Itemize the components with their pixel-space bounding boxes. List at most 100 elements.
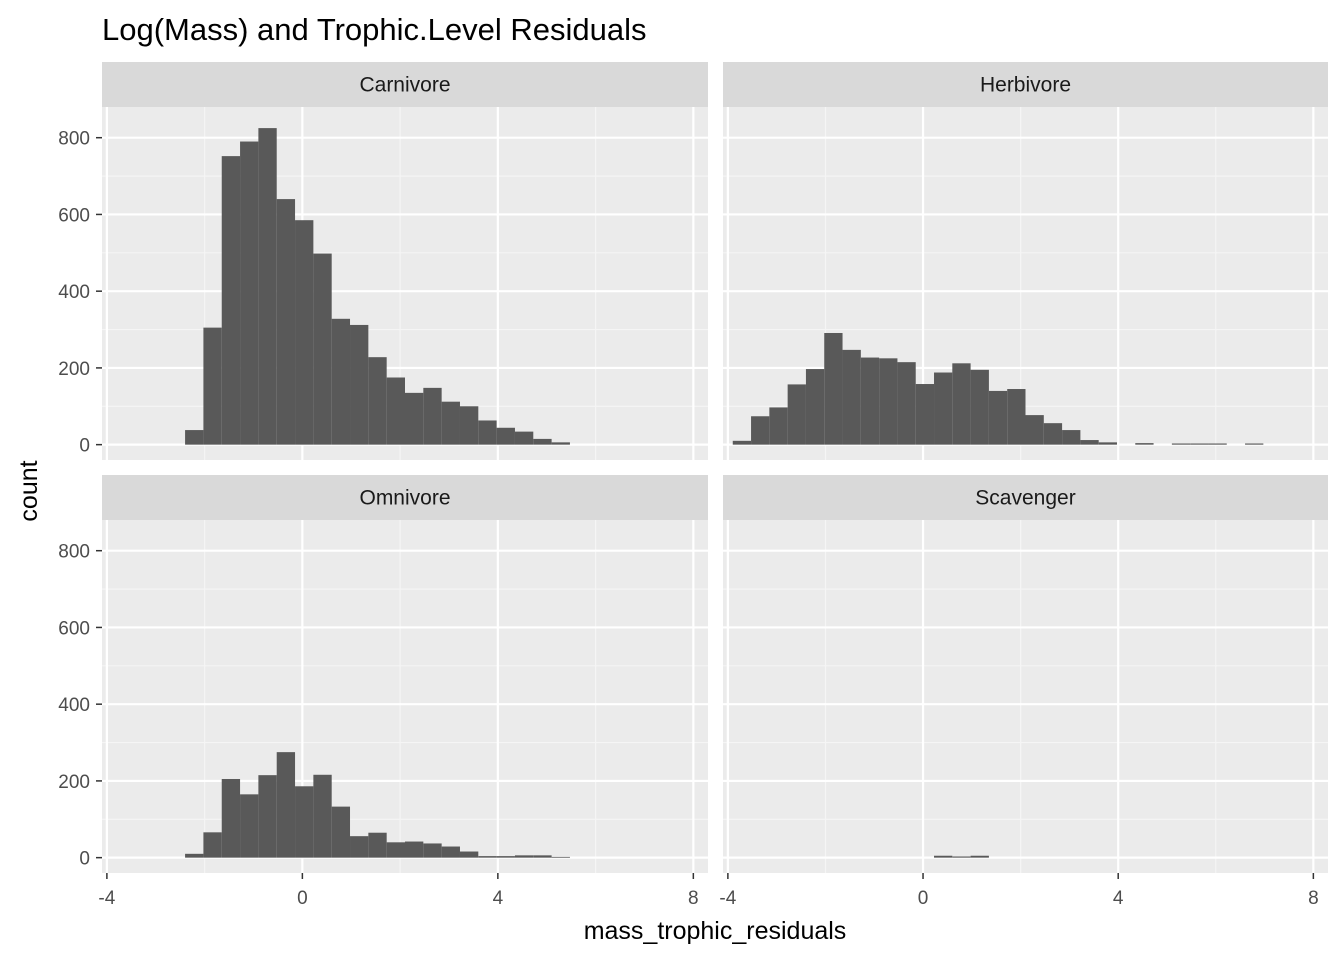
histogram-bar	[313, 253, 332, 445]
histogram-bar	[203, 832, 222, 858]
histogram-bar	[496, 427, 515, 445]
histogram-bar	[441, 401, 460, 445]
facet-strip-label: Scavenger	[975, 487, 1075, 510]
histogram-bar	[405, 841, 424, 858]
histogram-bar	[386, 377, 405, 445]
histogram-bar	[350, 324, 369, 445]
histogram-bar	[331, 318, 351, 445]
histogram-bar	[1171, 443, 1191, 445]
histogram-bar	[441, 846, 460, 858]
histogram-bar	[240, 141, 259, 445]
x-tick-label: 4	[493, 888, 504, 909]
histogram-bar	[313, 774, 332, 858]
histogram-bar	[824, 332, 843, 445]
facet-strip-label: Omnivore	[359, 487, 450, 510]
y-tick-label: 800	[58, 542, 90, 563]
histogram-bar	[478, 856, 497, 858]
histogram-bar	[787, 384, 806, 445]
facet-strip	[723, 62, 1328, 107]
histogram-bar	[185, 853, 204, 858]
histogram-bar	[934, 372, 953, 445]
histogram-bar	[1080, 440, 1099, 445]
y-axis: 0 200 400 600 800 0 200 400 600 800	[58, 129, 102, 870]
histogram-bar	[551, 442, 570, 445]
histogram-bar	[1098, 442, 1117, 445]
histogram-bar	[258, 775, 277, 858]
histogram-bar	[368, 357, 387, 445]
histogram-bar	[897, 362, 916, 445]
histogram-bar	[185, 430, 204, 445]
panel-background	[102, 520, 708, 873]
histogram-bar	[1062, 430, 1081, 445]
y-tick-label: 400	[58, 695, 90, 716]
histogram-bar	[1025, 415, 1044, 445]
histogram-bar	[952, 363, 971, 445]
histogram-bar	[988, 390, 1008, 445]
histogram-bar	[1043, 423, 1063, 445]
facet-omnivore: Omnivore	[102, 475, 708, 873]
facet-strip	[723, 475, 1328, 520]
histogram-bar	[970, 855, 989, 858]
facet-strip-label: Carnivore	[359, 74, 450, 97]
chart-title: Log(Mass) and Trophic.Level Residuals	[102, 12, 647, 47]
histogram-bar	[551, 856, 570, 858]
histogram-bar	[1190, 443, 1209, 445]
histogram-bar	[276, 752, 296, 858]
facet-strip	[102, 475, 708, 520]
x-tick-label: 8	[1308, 888, 1319, 909]
y-axis-title: count	[15, 460, 43, 521]
y-tick-label: 200	[58, 359, 90, 380]
histogram-bar	[1135, 443, 1154, 445]
histogram-bar	[934, 855, 953, 858]
y-tick-label: 0	[79, 436, 90, 457]
histogram-bar	[970, 369, 989, 445]
facet-strip-label: Herbivore	[980, 74, 1071, 97]
histogram-bar	[240, 794, 259, 858]
panel-background	[723, 520, 1328, 873]
x-tick-label: -4	[719, 888, 736, 909]
x-tick-label: 0	[918, 888, 929, 909]
histogram-bar	[533, 855, 552, 858]
histogram-bar	[533, 438, 552, 445]
facet-strip	[102, 62, 708, 107]
histogram-bar	[478, 420, 497, 445]
histogram-bar	[751, 416, 770, 445]
y-tick-label: 600	[58, 618, 90, 639]
facet-carnivore: Carnivore	[102, 62, 708, 460]
histogram-bar	[276, 199, 296, 445]
histogram-bar	[203, 327, 222, 445]
histogram-bar	[915, 384, 935, 445]
y-tick-label: 800	[58, 129, 90, 150]
histogram-bar	[295, 220, 314, 445]
y-tick-label: 0	[79, 849, 90, 870]
facet-scavenger: Scavenger	[723, 475, 1328, 873]
histogram-bar	[386, 842, 405, 858]
x-axis-title: mass_trophic_residuals	[584, 917, 847, 945]
histogram-bar	[350, 836, 369, 858]
histogram-bar	[423, 387, 442, 445]
histogram-bar	[514, 855, 534, 858]
histogram-bar	[1208, 443, 1227, 445]
histogram-bar	[514, 431, 534, 445]
y-tick-label: 600	[58, 205, 90, 226]
histogram-bar	[331, 806, 351, 858]
histogram-bar	[459, 851, 479, 858]
x-tick-label: 4	[1113, 888, 1124, 909]
y-tick-label: 400	[58, 282, 90, 303]
histogram-bar	[221, 156, 241, 445]
x-tick-label: 0	[297, 888, 308, 909]
histogram-bar	[1245, 443, 1264, 445]
histogram-bar	[732, 440, 752, 445]
x-tick-label: 8	[688, 888, 699, 909]
histogram-bar	[496, 856, 515, 858]
x-tick-label: -4	[98, 888, 115, 909]
x-axis: -4 0 4 8 -4 0 4 8	[98, 873, 1319, 909]
histogram-bar	[1007, 389, 1026, 445]
histogram-bar	[860, 357, 880, 445]
y-tick-label: 200	[58, 772, 90, 793]
histogram-bar	[769, 407, 788, 445]
histogram-bar	[258, 128, 277, 445]
histogram-bar	[368, 832, 387, 858]
histogram-bar	[221, 778, 241, 858]
